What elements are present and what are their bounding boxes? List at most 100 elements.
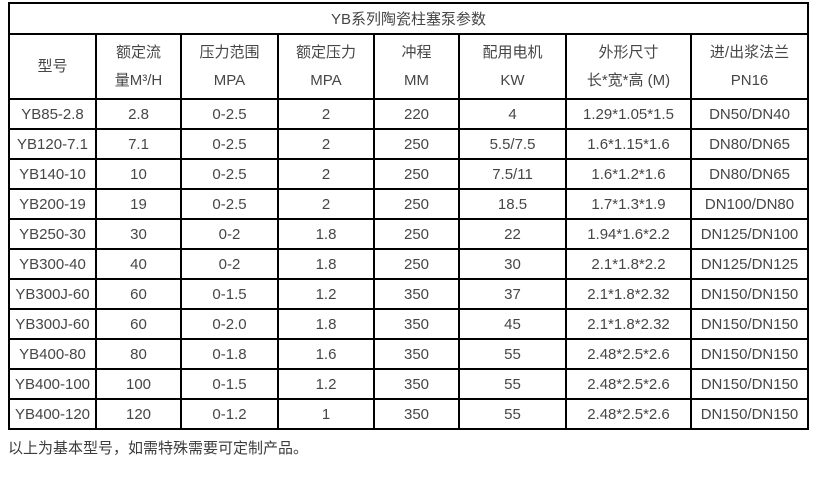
- header-stroke: 冲程 MM: [373, 33, 460, 100]
- table-cell: DN50/DN40: [689, 98, 810, 130]
- table-cell: DN150/DN150: [689, 338, 810, 370]
- header-unit: 长*宽*高 (M): [586, 71, 671, 89]
- table-cell: 0-2.5: [180, 128, 279, 160]
- table-cell: YB140-10: [8, 158, 97, 190]
- table-row: YB400-100 100 0-1.5 1.2 350 55 2.48*2.5*2.6 DN1…: [8, 368, 810, 400]
- table-cell: 0-2.5: [180, 188, 279, 220]
- table-cell: 250: [373, 188, 460, 220]
- table-cell: 2.1*1.8*2.2: [565, 248, 692, 280]
- table-cell: YB400-80: [8, 338, 97, 370]
- header-label: 配用电机: [482, 43, 543, 61]
- pump-spec-table: YB系列陶瓷柱塞泵参数 型号 额定流 量M³/H 压力范围 MPA 额定压力 M…: [7, 2, 810, 430]
- table-cell: 250: [373, 128, 460, 160]
- table-cell: 55: [458, 368, 567, 400]
- table-cell: YB300J-60: [8, 308, 97, 340]
- header-model: 型号: [8, 33, 97, 100]
- table-cell: 55: [458, 338, 567, 370]
- header-unit: KW: [500, 71, 525, 89]
- table-cell: 250: [373, 218, 460, 250]
- table-row: YB85-2.8 2.8 0-2.5 2 220 4 1.29*1.05*1.5 DN50/D…: [8, 98, 810, 130]
- table-cell: 60: [95, 308, 182, 340]
- table-cell: YB200-19: [8, 188, 97, 220]
- table-cell: 2: [277, 188, 375, 220]
- table-row: YB300J-60 60 0-1.5 1.2 350 37 2.1*1.8*2.32 DN15…: [8, 278, 810, 310]
- header-unit: MPA: [213, 71, 246, 89]
- table-cell: 2.8: [95, 98, 182, 130]
- table-cell: YB250-30: [8, 218, 97, 250]
- table-cell: 30: [95, 218, 182, 250]
- table-cell: 19: [95, 188, 182, 220]
- table-cell: 350: [373, 278, 460, 310]
- table-cell: YB120-7.1: [8, 128, 97, 160]
- table-cell: 0-2.5: [180, 98, 279, 130]
- table-cell: YB400-100: [8, 368, 97, 400]
- table-cell: 120: [95, 398, 182, 430]
- header-label: 额定压力: [295, 43, 356, 61]
- table-cell: 250: [373, 158, 460, 190]
- table-cell: 350: [373, 338, 460, 370]
- table-cell: 1.94*1.6*2.2: [565, 218, 692, 250]
- table-cell: 1.2: [277, 368, 375, 400]
- table-cell: YB85-2.8: [8, 98, 97, 130]
- table-cell: 30: [458, 248, 567, 280]
- table-row: YB300J-60 60 0-2.0 1.8 350 45 2.1*1.8*2.32 DN15…: [8, 308, 810, 340]
- table-cell: 45: [458, 308, 567, 340]
- table-row: YB400-120 120 0-1.2 1 350 55 2.48*2.5*2.6 DN150…: [8, 398, 810, 430]
- table-cell: 100: [95, 368, 182, 400]
- table-cell: 2.1*1.8*2.32: [565, 308, 692, 340]
- header-unit: PN16: [730, 71, 769, 89]
- header-motor: 配用电机 KW: [458, 33, 567, 100]
- table-header-row: 型号 额定流 量M³/H 压力范围 MPA 额定压力 MPA 冲程 MM: [8, 33, 810, 100]
- table-cell: DN150/DN150: [689, 278, 810, 310]
- table-cell: 0-1.2: [180, 398, 279, 430]
- table-cell: 1.29*1.05*1.5: [565, 98, 692, 130]
- table-cell: DN150/DN150: [689, 368, 810, 400]
- table-cell: 2: [277, 158, 375, 190]
- table-cell: YB300-40: [8, 248, 97, 280]
- table-cell: DN150/DN150: [689, 398, 810, 430]
- header-unit: MPA: [310, 71, 342, 89]
- table-cell: 0-1.8: [180, 338, 279, 370]
- table-cell: 1.8: [277, 308, 375, 340]
- table-cell: 220: [373, 98, 460, 130]
- table-cell: YB300J-60: [8, 278, 97, 310]
- table-row: YB400-80 80 0-1.8 1.6 350 55 2.48*2.5*2.6 DN150…: [8, 338, 810, 370]
- table-cell: 0-2: [180, 248, 279, 280]
- table-cell: 350: [373, 398, 460, 430]
- table-cell: 55: [458, 398, 567, 430]
- table-row: YB140-10 10 0-2.5 2 250 7.5/11 1.6*1.2*1.6 DN80…: [8, 158, 810, 190]
- table-cell: 1.6*1.15*1.6: [565, 128, 692, 160]
- table-cell: 1.7*1.3*1.9: [565, 188, 692, 220]
- table-row: YB120-7.1 7.1 0-2.5 2 250 5.5/7.5 1.6*1.15*1.6…: [8, 128, 810, 160]
- table-cell: 1.6: [277, 338, 375, 370]
- table-cell: 250: [373, 248, 460, 280]
- table-cell: 0-2.5: [180, 158, 279, 190]
- table-cell: 0-2.0: [180, 308, 279, 340]
- header-pressure-range: 压力范围 MPA: [180, 33, 279, 100]
- header-flange: 进/出浆法兰 PN16: [689, 33, 810, 100]
- table-cell: 1.8: [277, 248, 375, 280]
- table-cell: 1.2: [277, 278, 375, 310]
- footer-note: 以上为基本型号，如需特殊需要可定制产品。: [8, 440, 309, 457]
- header-unit: MM: [404, 71, 429, 89]
- header-rated-flow: 额定流 量M³/H: [95, 33, 182, 100]
- header-label: 外形尺寸: [598, 43, 659, 61]
- table-row: YB300-40 40 0-2 1.8 250 30 2.1*1.8*2.2 DN125/DN…: [8, 248, 810, 280]
- table-cell: DN80/DN65: [689, 128, 810, 160]
- table-cell: 2.48*2.5*2.6: [565, 398, 692, 430]
- table-cell: 2.48*2.5*2.6: [565, 368, 692, 400]
- table-cell: 0-1.5: [180, 368, 279, 400]
- table-cell: 4: [458, 98, 567, 130]
- table-cell: 60: [95, 278, 182, 310]
- header-unit: 量M³/H: [114, 71, 163, 89]
- table-cell: 37: [458, 278, 567, 310]
- table-cell: 1.8: [277, 218, 375, 250]
- table-cell: DN80/DN65: [689, 158, 810, 190]
- table-title: YB系列陶瓷柱塞泵参数: [7, 2, 810, 35]
- table-cell: 18.5: [458, 188, 567, 220]
- table-cell: DN125/DN125: [689, 248, 810, 280]
- table-cell: 7.5/11: [458, 158, 567, 190]
- table-body: YB85-2.8 2.8 0-2.5 2 220 4 1.29*1.05*1.5 DN50/D…: [8, 98, 810, 430]
- table-cell: DN100/DN80: [689, 188, 810, 220]
